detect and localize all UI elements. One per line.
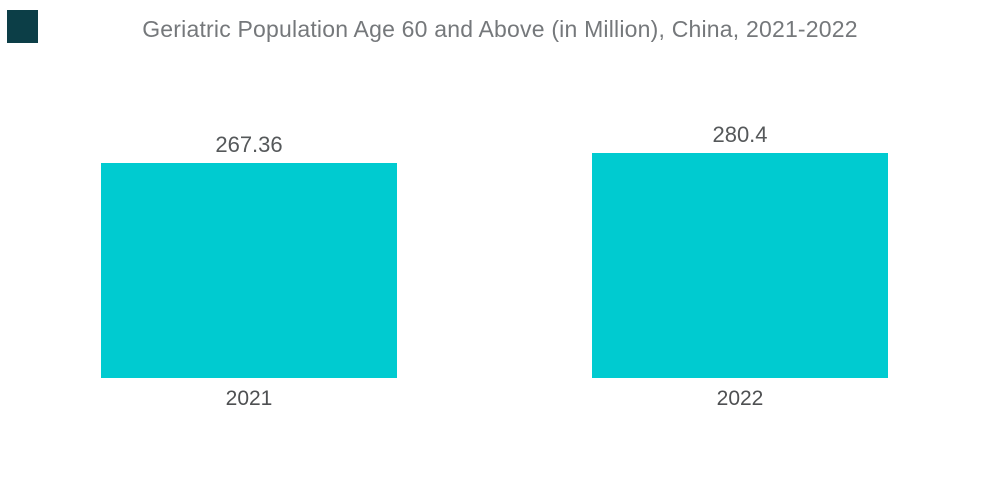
bar-value-label: 267.36 xyxy=(215,132,283,157)
category-label: 2021 xyxy=(225,387,273,410)
brand-logo xyxy=(7,10,38,43)
bar-group-2021: 267.36 2021 xyxy=(101,134,397,411)
bar-2022 xyxy=(592,153,888,378)
category-label: 2022 xyxy=(716,387,764,410)
chart-title: Geriatric Population Age 60 and Above (i… xyxy=(142,16,858,42)
bar-2021 xyxy=(101,163,397,378)
bar-group-2022: 280.4 2022 xyxy=(592,124,888,411)
bar-value-label: 280.4 xyxy=(712,122,768,147)
